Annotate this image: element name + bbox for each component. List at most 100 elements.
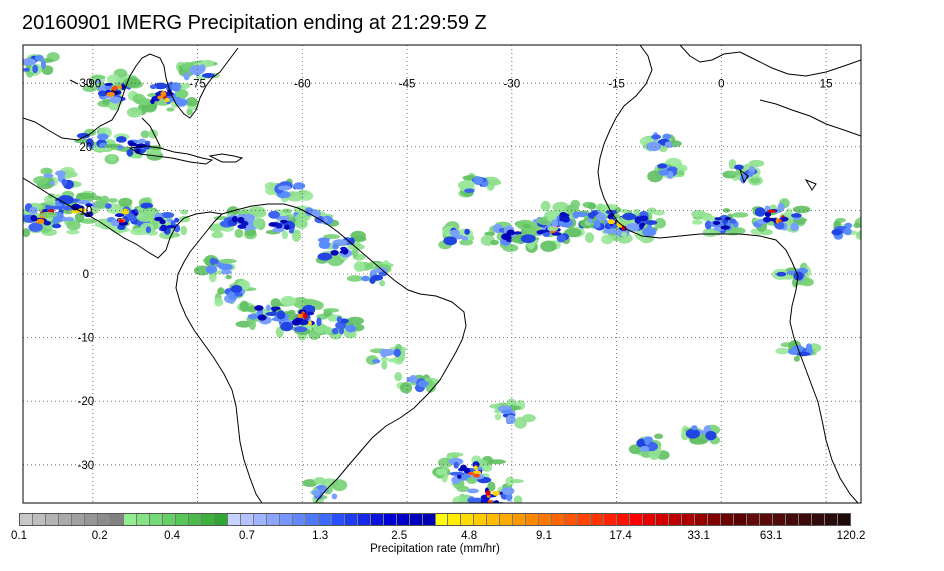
coastline-west-mediterranean <box>759 99 861 137</box>
lon-label: -30 <box>504 79 521 91</box>
precip-cluster <box>775 340 822 362</box>
colorbar-swatch <box>175 514 189 525</box>
precip-cluster <box>74 127 116 153</box>
colorbar-swatch <box>630 514 644 525</box>
lat-label: -10 <box>78 333 95 345</box>
precip-cluster <box>722 159 765 186</box>
lon-label: -60 <box>294 79 311 91</box>
colorbar <box>19 513 851 526</box>
coastline-southwest-africa <box>789 275 859 503</box>
precip-cluster <box>214 278 257 307</box>
precip-cluster <box>235 295 298 331</box>
lon-label: 0 <box>718 79 724 91</box>
precip-cluster <box>432 452 506 490</box>
colorbar-swatch <box>214 514 228 525</box>
colorbar-swatch <box>188 514 202 525</box>
colorbar-swatch <box>227 514 241 525</box>
coastline-island-1 <box>69 79 749 184</box>
coastline-island-2 <box>804 178 817 191</box>
lat-label: 10 <box>79 205 92 217</box>
precip-cluster <box>394 371 440 394</box>
coastline-yucatan <box>23 177 223 259</box>
colorbar-swatch <box>448 514 462 525</box>
colorbar-tick-label: 17.4 <box>609 530 632 542</box>
colorbar-swatch <box>45 514 59 525</box>
precip-cluster <box>831 215 861 241</box>
lat-label: -30 <box>78 460 95 472</box>
coastline-south-america <box>175 203 467 503</box>
colorbar-swatch <box>656 514 670 525</box>
colorbar-swatch <box>682 514 696 525</box>
colorbar-swatch <box>565 514 579 525</box>
colorbar-swatch <box>760 514 774 525</box>
precip-cluster <box>23 52 60 78</box>
colorbar-swatch <box>71 514 85 525</box>
colorbar-swatch <box>331 514 345 525</box>
coastline-north-america <box>23 47 239 141</box>
lat-label: 0 <box>83 269 89 281</box>
colorbar-tick-label: 0.4 <box>164 530 181 542</box>
colorbar-swatch <box>97 514 111 525</box>
colorbar-swatch <box>838 514 850 525</box>
colorbar-tick-label: 1.3 <box>312 530 329 542</box>
colorbar-swatch <box>266 514 280 525</box>
colorbar-swatch <box>123 514 137 525</box>
colorbar-swatch <box>643 514 657 525</box>
colorbar-tick-label: 0.2 <box>91 530 108 542</box>
colorbar-tick-label: 63.1 <box>759 530 783 542</box>
precip-cluster <box>315 230 367 267</box>
colorbar-swatch <box>812 514 826 525</box>
colorbar-swatch <box>240 514 254 525</box>
colorbar-swatch <box>383 514 397 525</box>
map-border <box>22 44 862 504</box>
colorbar-swatch <box>162 514 176 525</box>
precip-cluster <box>123 77 199 118</box>
precip-cluster <box>647 157 688 183</box>
colorbar-swatch <box>773 514 787 525</box>
colorbar-swatch <box>552 514 566 525</box>
colorbar-swatch <box>279 514 293 525</box>
colorbar-swatch <box>136 514 150 525</box>
coastline-florida <box>141 117 161 147</box>
lon-label: 15 <box>820 79 833 91</box>
colorbar-swatch <box>201 514 215 525</box>
colorbar-swatch <box>20 514 33 525</box>
colorbar-swatch <box>396 514 410 525</box>
colorbar-swatch <box>110 514 124 525</box>
precip-cluster <box>130 207 191 240</box>
colorbar-swatch <box>409 514 423 525</box>
precip-cluster <box>176 59 220 81</box>
colorbar-swatch <box>604 514 618 525</box>
colorbar-swatch <box>786 514 800 525</box>
colorbar-swatch <box>253 514 267 525</box>
colorbar-swatch <box>461 514 475 525</box>
colorbar-swatch <box>513 514 527 525</box>
precip-cluster <box>209 206 267 240</box>
lon-label: -90 <box>85 79 102 91</box>
lon-label: -15 <box>608 79 625 91</box>
precip-cluster <box>365 343 407 370</box>
colorbar-swatch <box>318 514 332 525</box>
precip-cluster <box>264 178 314 203</box>
precipitation-layer <box>23 52 861 503</box>
coastline-cuba <box>128 145 214 165</box>
colorbar-swatch <box>825 514 839 525</box>
colorbar-swatch <box>500 514 514 525</box>
lon-label: -75 <box>189 79 206 91</box>
lat-label: -20 <box>78 396 95 408</box>
colorbar-tick-label: 0.7 <box>238 530 255 542</box>
coastline-hispaniola <box>208 153 244 163</box>
precip-cluster <box>275 297 340 341</box>
coastline-north-africa <box>597 45 799 277</box>
colorbar-swatch <box>578 514 592 525</box>
coastline-europe <box>679 45 861 77</box>
precip-cluster <box>691 208 749 238</box>
precip-cluster <box>681 424 721 445</box>
colorbar-swatch <box>84 514 98 525</box>
precip-cluster <box>438 221 475 250</box>
precip-cluster <box>750 198 811 236</box>
precip-cluster <box>193 254 237 283</box>
precip-cluster <box>323 314 365 340</box>
colorbar-swatch <box>669 514 683 525</box>
